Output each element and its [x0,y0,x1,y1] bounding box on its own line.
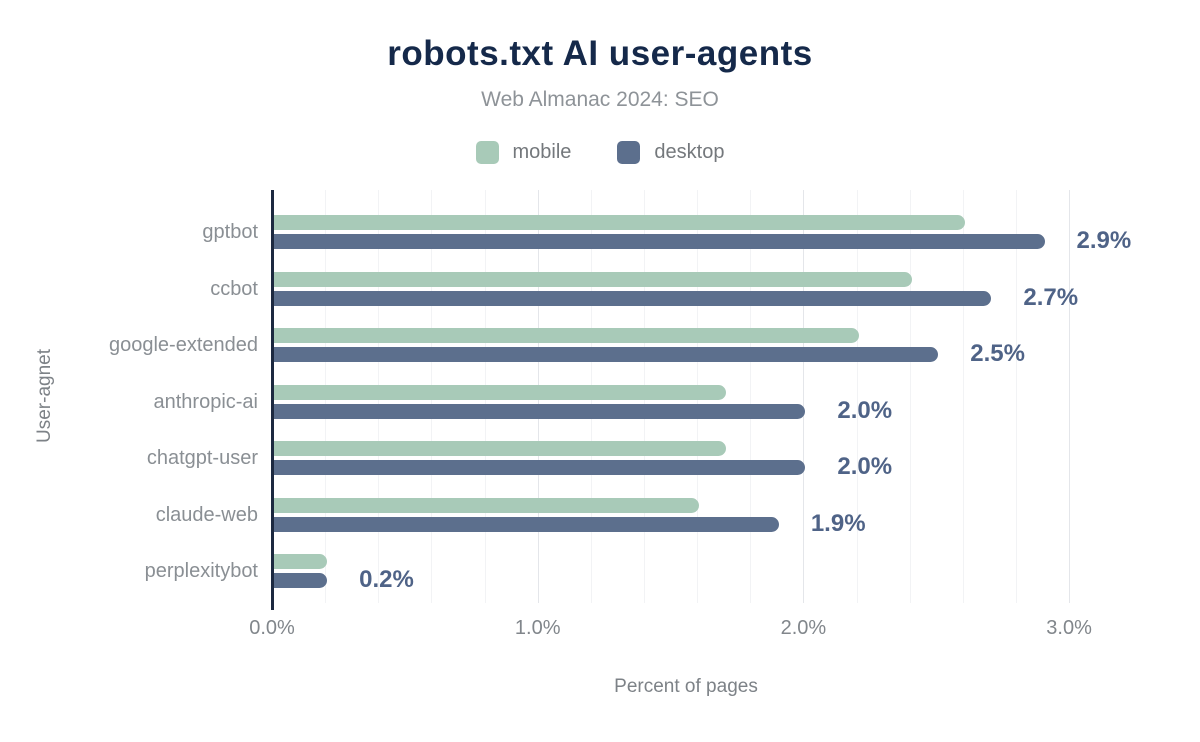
legend: mobile desktop [0,141,1200,164]
value-label-perplexitybot: 0.2% [359,566,414,593]
category-label-perplexitybot: perplexitybot [144,560,258,582]
category-label-chatgpt-user: chatgpt-user [146,447,258,469]
value-label-anthropic-ai: 2.0% [837,396,893,424]
mobile-bar-google-extended [274,328,859,343]
mobile-bar-perplexitybot [274,554,328,569]
value-label-google-extended: 2.5% [970,340,1025,367]
desktop-bar-anthropic-ai [274,403,806,419]
legend-item-mobile: mobile [475,141,572,164]
value-label-claude-web: 1.9% [810,509,866,537]
plot-area [272,190,1100,603]
value-label-gptbot: 2.9% [1076,227,1132,254]
category-label-claude-web: claude-web [155,503,258,526]
gridline [803,190,805,603]
legend-label-desktop: desktop [654,141,725,163]
legend-item-desktop: desktop [617,141,724,164]
x-tick-label-2.0%: 2.0% [780,617,827,639]
desktop-bar-ccbot [274,290,992,306]
mobile-bar-ccbot [274,271,912,287]
desktop-bar-perplexitybot [274,573,328,588]
mobile-bar-anthropic-ai [274,384,726,400]
desktop-bar-google-extended [274,347,939,362]
desktop-series-swatch [617,141,641,164]
value-label-ccbot: 2.7% [1023,283,1079,311]
category-label-google-extended: google-extended [108,334,258,356]
x-tick-label-3.0%: 3.0% [1046,617,1092,639]
chart-subtitle: Web Almanac 2024: SEO [481,88,719,111]
gridline [856,190,858,603]
desktop-bar-claude-web [274,516,779,532]
value-label-chatgpt-user: 2.0% [837,453,893,480]
gridline [962,190,964,603]
gridline [909,190,911,603]
x-tick-label-1.0%: 1.0% [514,617,561,639]
desktop-bar-gptbot [274,234,1045,249]
category-label-gptbot: gptbot [202,221,258,243]
mobile-bar-gptbot [274,215,965,230]
x-tick-label-0.0%: 0.0% [249,617,295,639]
gridline [1069,190,1071,603]
x-zero-axis-line [271,190,274,610]
gridline [1015,190,1017,603]
mobile-bar-chatgpt-user [274,441,726,456]
x-axis-title: Percent of pages [614,676,758,697]
legend-label-mobile: mobile [512,141,572,163]
category-label-ccbot: ccbot [210,277,258,300]
chart-title: robots.txt AI user-agents [387,34,813,73]
mobile-bar-claude-web [274,497,700,513]
mobile-series-swatch [475,141,499,164]
gridline [750,190,752,603]
category-label-anthropic-ai: anthropic-ai [153,390,258,413]
desktop-bar-chatgpt-user [274,460,806,475]
